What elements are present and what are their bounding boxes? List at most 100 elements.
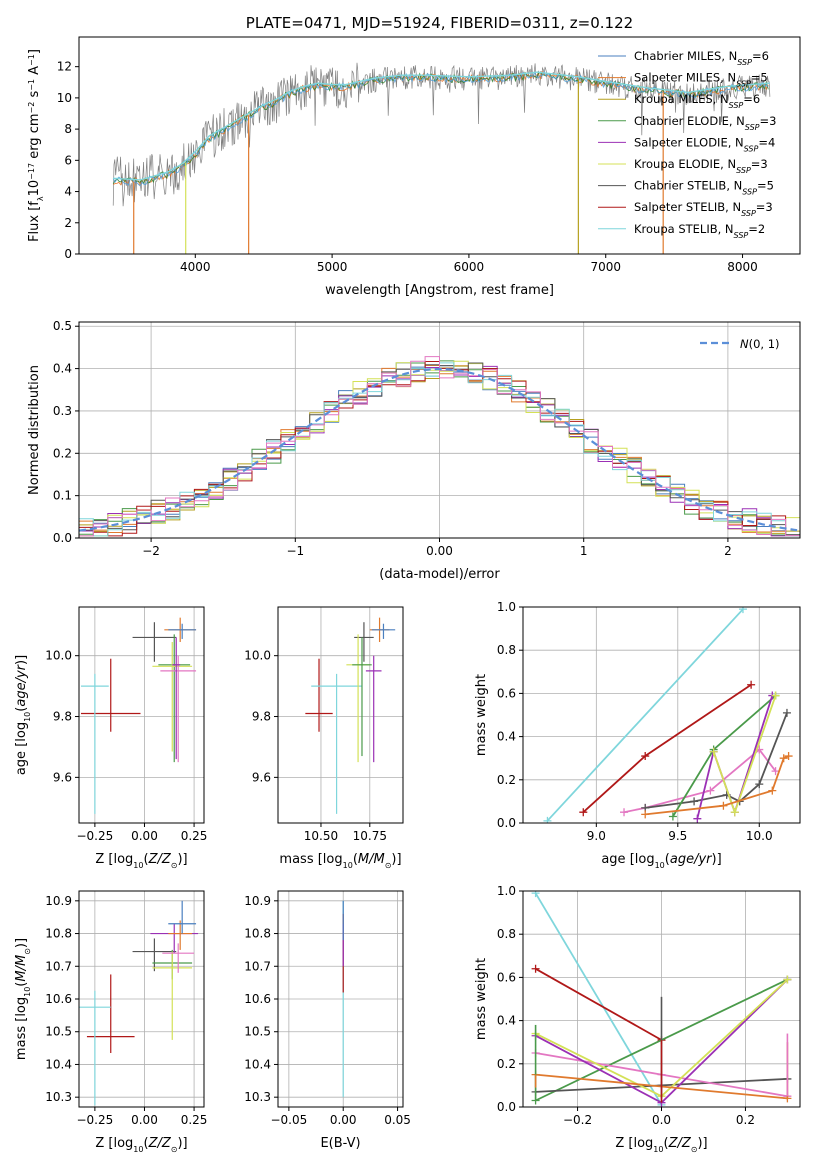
weight-vs-age-frame: [522, 606, 801, 824]
legend-entry: Salpeter STELIB, NSSP=3: [634, 200, 773, 218]
y-tick-label: 0: [64, 247, 72, 261]
legend-entry: Kroupa ELODIE, NSSP=3: [634, 157, 768, 175]
residuals-ylabel: Normed distribution: [27, 365, 42, 495]
weight-vs-Z-ylabel: mass weight: [474, 958, 489, 1040]
x-tick-label: −0.05: [270, 1113, 307, 1127]
error-bar-point: [168, 900, 197, 934]
error-bar-point: [132, 622, 177, 662]
error-bar-point: [172, 637, 181, 760]
error-bar-point: [80, 673, 109, 814]
legend-entry: Chabrier ELODIE, NSSP=3: [634, 114, 776, 132]
legend-entry: Chabrier STELIB, NSSP=5: [634, 179, 774, 197]
x-tick-label: 0.0: [652, 1113, 671, 1127]
weight-marker: [531, 964, 540, 973]
y-tick-label: 0.4: [497, 730, 516, 744]
y-tick-label: 10.9: [45, 894, 72, 908]
x-tick-label: −0.25: [76, 829, 113, 843]
error-bar-point: [80, 658, 141, 732]
error-bar-point: [160, 655, 197, 763]
mass-vs-Z-frame: [78, 890, 205, 1108]
y-tick-label: 1.0: [497, 884, 516, 898]
x-tick-label: 0.00: [330, 1113, 357, 1127]
age-vs-Z-frame: [78, 606, 205, 824]
age-vs-mass-frame: [277, 606, 404, 824]
x-tick-label: 0.05: [384, 1113, 411, 1127]
y-tick-label: 0.0: [53, 531, 72, 545]
spectrum-axes: 4000 5000 6000 7000 8000 0 2 4 6 8 10 12 PLATE=0471,…: [27, 14, 758, 298]
weight-marker: [709, 747, 718, 756]
y-tick-label: 0.6: [497, 686, 516, 700]
y-tick-label: 0.6: [497, 970, 516, 984]
mass-vs-EBV-frame: [277, 890, 404, 1108]
error-bar-point: [168, 623, 197, 639]
spectrum-title: PLATE=0471, MJD=51924, FIBERID=0311, z=0…: [246, 14, 633, 32]
y-tick-label: 10.6: [244, 992, 271, 1006]
error-bar-point: [150, 923, 199, 954]
x-tick-label: −1: [286, 544, 304, 558]
x-tick-label: 2: [724, 544, 732, 558]
y-tick-label: 10.4: [45, 1057, 72, 1071]
x-tick-label: 9.5: [668, 829, 687, 843]
weight-marker: [706, 786, 715, 795]
y-tick-label: 2: [64, 216, 72, 230]
weight-vs-age-plot: [543, 607, 793, 823]
y-tick-label: 10.3: [244, 1090, 271, 1104]
error-bar-point: [168, 920, 193, 950]
weight-vs-age-ylabel: mass weight: [474, 674, 489, 756]
mass-vs-EBV-axes: −0.05 0.00 0.05 10.3 10.4 10.5 10.6 10.7 10.8 10.…: [244, 891, 411, 1151]
weight-vs-Z-xlabel: Z [log10(Z/Z⊙)]: [615, 1136, 707, 1154]
x-tick-label: 0.00: [131, 1113, 158, 1127]
weight-marker: [641, 810, 650, 819]
y-tick-label: 10.3: [45, 1090, 72, 1104]
x-tick-label: 0.2: [736, 1113, 755, 1127]
legend-entry: Salpeter ELODIE, NSSP=4: [634, 135, 775, 153]
x-tick-label: 0.00: [426, 544, 453, 558]
weight-marker: [747, 680, 756, 689]
weight-marker: [779, 754, 788, 763]
error-bar-point: [352, 637, 372, 757]
error-bar-point: [365, 655, 382, 763]
y-tick-label: 10.6: [45, 992, 72, 1006]
y-tick-label: 0.2: [497, 1057, 516, 1071]
y-tick-label: 0.2: [53, 446, 72, 460]
weight-series-line: [535, 968, 662, 1041]
y-tick-label: 10.9: [244, 894, 271, 908]
error-bar-point: [86, 974, 135, 1053]
x-tick-label: 10.75: [353, 829, 387, 843]
legend-entry: N(0, 1): [740, 337, 780, 351]
mass-vs-Z-plot: [79, 900, 199, 1106]
weight-marker: [738, 607, 747, 614]
legend-entry: Kroupa STELIB, NSSP=2: [634, 222, 765, 240]
x-tick-label: −2: [142, 544, 160, 558]
error-bar-point: [346, 634, 370, 763]
legend-entry: Chabrier MILES, NSSP=6: [634, 49, 769, 67]
y-tick-label: 10: [57, 91, 72, 105]
weight-marker: [771, 691, 780, 700]
weight-marker: [730, 808, 739, 817]
error-bar-point: [305, 658, 333, 732]
y-tick-label: 0.8: [497, 643, 516, 657]
error-bar-point: [162, 943, 195, 973]
y-tick-label: 0.4: [497, 1014, 516, 1028]
error-bar-point: [152, 951, 193, 1040]
weight-vs-age-axes: 9.0 9.5 10.0 0.0 0.2 0.4 0.6 0.8 1.0 age [log10(a…: [474, 600, 800, 870]
y-tick-label: 10.0: [45, 649, 72, 663]
x-tick-label: 10.50: [304, 829, 338, 843]
error-bar-point: [152, 641, 193, 752]
y-tick-label: 0.8: [497, 927, 516, 941]
y-tick-label: 10.7: [244, 959, 271, 973]
weight-marker: [755, 780, 764, 789]
weight-vs-age-xlabel: age [log10(age/yr)]: [601, 852, 721, 870]
y-tick-label: 12: [57, 60, 72, 74]
error-bar-point: [354, 622, 374, 662]
error-bar-point: [311, 673, 362, 814]
spectrum-legend: Chabrier MILES, NSSP=6 Salpeter MILES, NS…: [598, 49, 776, 239]
weight-marker: [641, 752, 650, 761]
y-tick-label: 9.6: [252, 770, 271, 784]
y-tick-label: 10.5: [244, 1025, 271, 1039]
residuals-legend: N(0, 1): [700, 337, 780, 351]
spectrum-xlabel: wavelength [Angstrom, rest frame]: [325, 283, 554, 298]
weight-series-line: [645, 712, 788, 809]
x-tick-label: 7000: [590, 260, 621, 274]
